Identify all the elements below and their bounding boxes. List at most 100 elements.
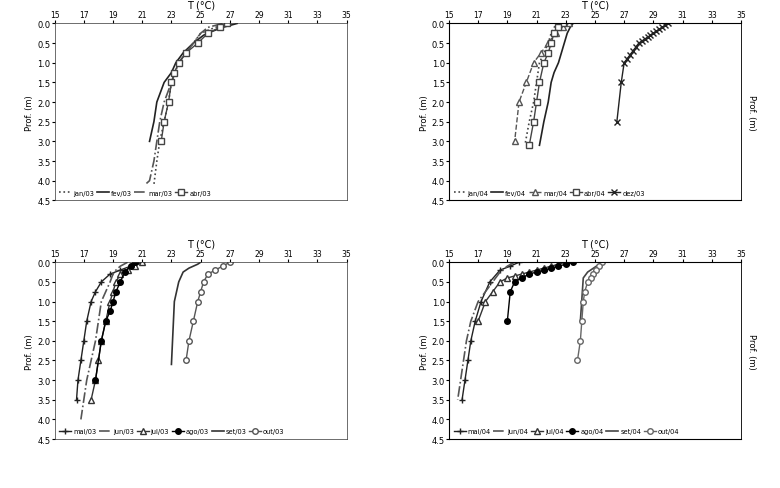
Line: mar/03: mar/03 [145,24,222,185]
set/04 [597,260,607,265]
fev/03 [145,139,154,145]
mar/04 [514,100,523,106]
abr/03 [167,81,176,86]
mar/04 [510,139,519,145]
Line: abr/04: abr/04 [526,21,566,149]
out/03 [182,358,191,364]
ago/04 [561,262,570,267]
jan/03 [225,21,235,27]
jun/03 [105,279,115,285]
jun/03 [90,338,100,344]
jul/03 [94,358,103,364]
fev/04 [559,41,569,47]
set/03 [189,264,198,269]
Legend: jan/03, fev/03, mar/03, abr/03: jan/03, fev/03, mar/03, abr/03 [58,189,212,198]
out/03 [218,264,227,269]
jan/04 [547,31,556,37]
out/04 [583,279,592,285]
jan/03 [152,159,161,164]
fev/04 [544,100,553,106]
ago/04 [505,289,515,295]
Line: fev/04: fev/04 [540,24,573,146]
set/04 [586,267,595,273]
jun/04 [510,260,519,265]
out/03 [199,279,208,285]
dez/03 [626,53,635,59]
abr/04 [529,120,538,125]
abr/03 [215,25,225,31]
dez/03 [658,25,667,31]
ago/04 [554,264,563,269]
mai/03 [115,267,125,273]
jul/03 [105,299,115,305]
jun/03 [76,417,86,423]
jun/03 [101,289,111,295]
set/03 [170,299,179,305]
mar/03 [149,159,158,164]
abr/04 [525,143,534,149]
out/03 [204,271,213,277]
out/03 [225,260,235,265]
fev/03 [159,81,168,86]
fev/03 [199,33,208,39]
jul/03 [87,397,96,403]
ago/04 [532,269,541,275]
dez/03 [631,45,640,51]
jul/03 [123,267,133,273]
ago/03 [90,377,100,383]
Legend: jan/04, fev/04, mar/04, abr/04, dez/03: jan/04, fev/04, mar/04, abr/04, dez/03 [452,189,646,198]
Line: ago/04: ago/04 [505,260,576,325]
jul/03 [130,264,140,269]
mar/03 [152,139,161,145]
set/04 [592,264,601,269]
fev/04 [554,61,563,66]
jul/04 [510,273,519,279]
mai/03 [126,264,135,269]
jul/04 [532,267,541,273]
jul/03 [101,319,111,325]
abr/03 [193,41,202,47]
fev/03 [218,25,227,31]
ago/04 [510,279,519,285]
jun/04 [488,279,498,285]
dez/03 [663,21,672,27]
ago/03 [108,299,118,305]
dez/03 [612,120,622,125]
abr/04 [547,41,556,47]
out/04 [594,264,604,269]
ago/04 [525,271,534,277]
jun/03 [123,260,133,265]
mai/04 [463,358,473,364]
jun/04 [495,269,505,275]
out/03 [211,267,220,273]
jan/04 [532,81,541,86]
jul/03 [97,338,106,344]
Legend: mai/03, jun/03, jul/03, ago/03, set/03, out/03: mai/03, jun/03, jul/03, ago/03, set/03, … [58,427,286,436]
out/03 [193,299,202,305]
ago/04 [569,260,578,265]
set/04 [589,265,598,271]
mai/04 [457,397,466,403]
ago/03 [126,264,135,269]
mai/03 [137,260,147,265]
mar/03 [218,21,227,27]
mai/03 [72,397,81,403]
jun/04 [462,338,471,344]
Line: jun/03: jun/03 [81,263,128,420]
jun/03 [108,271,118,277]
ago/04 [502,319,512,325]
jul/04 [495,279,505,285]
Title: T (°C): T (°C) [581,0,609,10]
Line: mai/03: mai/03 [73,259,146,404]
Line: dez/03: dez/03 [613,21,672,126]
jan/03 [174,61,183,66]
jan/03 [164,100,173,106]
Line: mai/04: mai/04 [459,259,523,404]
jan/03 [149,183,158,188]
abr/03 [157,139,166,145]
jun/03 [79,397,88,403]
out/04 [580,289,590,295]
ago/03 [115,279,125,285]
mai/04 [477,299,486,305]
jan/03 [159,120,168,125]
